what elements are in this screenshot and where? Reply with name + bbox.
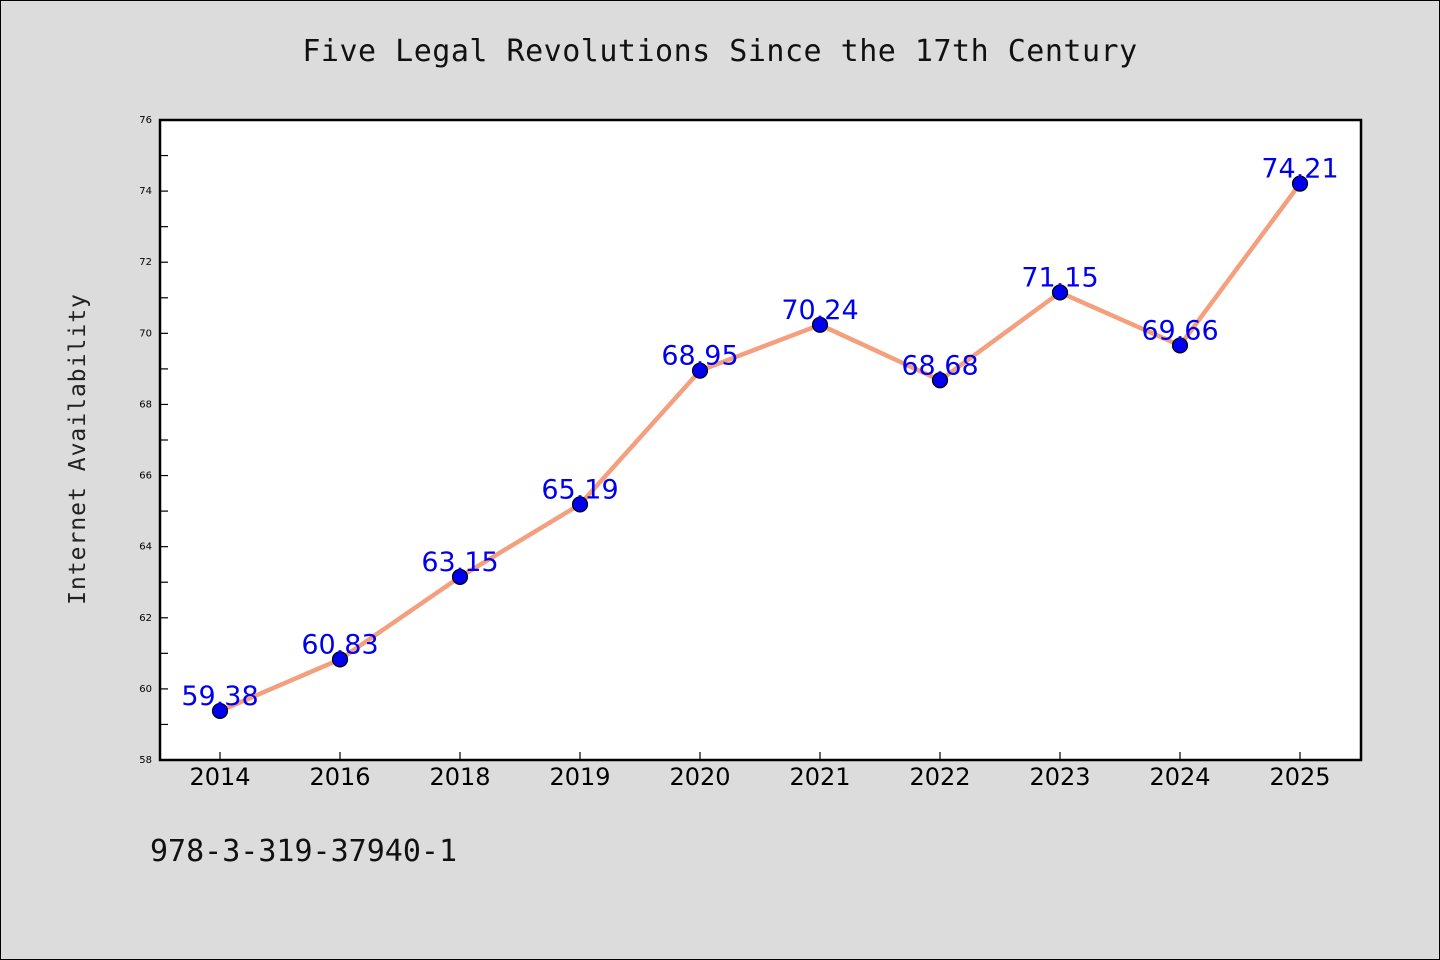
- data-point: [331, 651, 349, 668]
- plot-area: [160, 120, 1361, 760]
- data-point: [211, 702, 229, 720]
- y-tick-label: 68: [139, 399, 152, 410]
- data-label: 59.38: [181, 681, 258, 712]
- data-point: [1051, 284, 1069, 301]
- series-markers: [211, 175, 1309, 720]
- y-tick-label: 60: [139, 684, 152, 695]
- y-tick-label: 70: [139, 328, 152, 339]
- data-label: 63.15: [421, 547, 498, 578]
- y-tick-label: 76: [139, 115, 152, 126]
- y-tick-label: 66: [139, 471, 152, 482]
- data-label: 65.19: [541, 474, 618, 505]
- y-tick-label: 64: [139, 542, 152, 553]
- y-tick-label: 58: [139, 755, 152, 766]
- data-label: 60.83: [301, 629, 378, 660]
- data-label: 68.68: [901, 350, 978, 381]
- x-tick-label: 2019: [549, 763, 610, 791]
- y-tick-label: 74: [139, 186, 152, 197]
- series-line: [217, 181, 1303, 714]
- chart-title: Five Legal Revolutions Since the 17th Ce…: [302, 34, 1138, 69]
- x-tick-label: 2018: [429, 763, 490, 791]
- data-point: [1291, 175, 1309, 192]
- data-point: [451, 568, 469, 585]
- x-tick-label: 2021: [789, 763, 850, 791]
- x-tick-label: 2023: [1029, 763, 1090, 791]
- data-label: 74.21: [1261, 154, 1338, 185]
- data-label: 69.66: [1141, 315, 1218, 346]
- y-tick-label: 62: [139, 613, 152, 624]
- data-point: [811, 316, 829, 333]
- x-tick-label: 2022: [909, 763, 970, 791]
- data-label: 71.15: [1021, 262, 1098, 293]
- data-label: 70.24: [781, 295, 858, 326]
- x-tick-label: 2024: [1149, 763, 1210, 791]
- x-tick-label: 2020: [669, 763, 730, 791]
- x-tick-label: 2016: [309, 763, 370, 791]
- x-tick-label: 2025: [1269, 763, 1330, 791]
- data-point: [1171, 337, 1189, 354]
- isbn-text: 978-3-319-37940-1: [150, 834, 458, 869]
- data-point: [691, 362, 709, 379]
- x-axis: 2014 2016 2018 2019 2020 2021 2022 2023 2024 2025: [189, 752, 1331, 791]
- data-point: [931, 372, 949, 389]
- data-labels: 59.38 60.83 63.15 65.19 68.95 70.24 68.68 71.15…: [181, 154, 1338, 712]
- x-tick-label: 2014: [189, 763, 250, 791]
- plot-border: [158, 118, 1363, 762]
- y-tick-label: 72: [139, 257, 152, 268]
- data-label: 68.95: [661, 341, 738, 372]
- data-point: [571, 496, 589, 513]
